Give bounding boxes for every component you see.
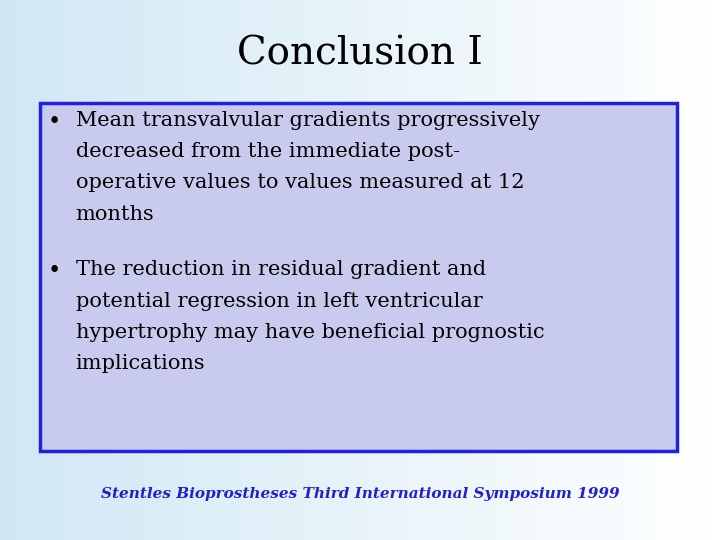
Text: months: months (76, 205, 154, 224)
Text: Stentles Bioprostheses Third International Symposium 1999: Stentles Bioprostheses Third Internation… (101, 487, 619, 501)
Text: The reduction in residual gradient and: The reduction in residual gradient and (76, 260, 486, 279)
Text: potential regression in left ventricular: potential regression in left ventricular (76, 292, 482, 310)
Text: Conclusion I: Conclusion I (237, 36, 483, 72)
FancyBboxPatch shape (40, 103, 677, 451)
Text: hypertrophy may have beneficial prognostic: hypertrophy may have beneficial prognost… (76, 323, 544, 342)
Text: decreased from the immediate post-: decreased from the immediate post- (76, 142, 459, 161)
Text: •: • (48, 260, 60, 282)
Text: Mean transvalvular gradients progressively: Mean transvalvular gradients progressive… (76, 111, 539, 130)
Text: implications: implications (76, 354, 205, 373)
Text: operative values to values measured at 12: operative values to values measured at 1… (76, 173, 524, 192)
Text: •: • (48, 111, 60, 133)
